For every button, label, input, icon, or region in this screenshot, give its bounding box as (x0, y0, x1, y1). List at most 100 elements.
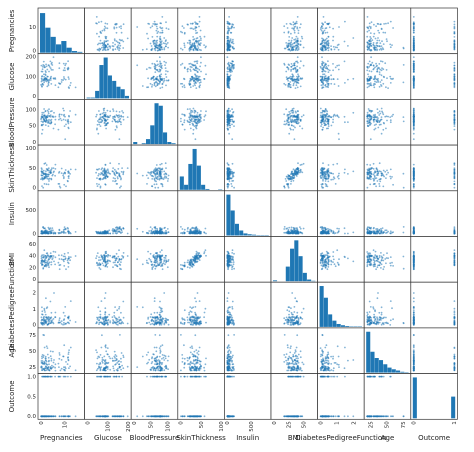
scatter-point (327, 170, 330, 173)
scatter-point (150, 45, 153, 47)
scatter-point (193, 60, 196, 63)
scatter-point (368, 113, 370, 116)
scatter-point (296, 16, 299, 18)
scatter-point (65, 123, 67, 126)
scatter-point (181, 228, 184, 230)
scatter-point (327, 82, 330, 85)
scatter-point (42, 111, 45, 114)
cell-frame (177, 236, 225, 283)
scatter-point (193, 42, 196, 45)
scatter-point (204, 227, 207, 230)
scatter-point (384, 170, 387, 173)
scatter-point (189, 65, 192, 68)
scatter-point (136, 227, 139, 230)
scatter-point (376, 78, 379, 81)
scatter-point (112, 45, 115, 48)
scatter-point (379, 178, 382, 181)
hist-bar-pregnancies-6 (71, 51, 78, 53)
scatter-point (162, 81, 165, 83)
scatter-point (97, 174, 100, 177)
scatter-point (50, 261, 53, 263)
scatter-point (58, 185, 61, 188)
scatter-point (114, 177, 116, 180)
hist-bar-glucose-2 (95, 90, 100, 99)
scatter-point (166, 180, 169, 182)
scatter-point (58, 268, 61, 271)
scatter-point (189, 123, 191, 126)
scatter-point (332, 63, 334, 65)
scatter-point (226, 185, 229, 188)
scatter-point (154, 49, 157, 52)
scatter-point (74, 231, 77, 233)
scatter-point (453, 183, 456, 185)
scatter-point (105, 40, 107, 43)
scatter-point (203, 44, 206, 46)
scatter-point (156, 35, 159, 38)
scatter-point (167, 174, 170, 177)
scatter-point (145, 174, 148, 177)
scatter-point (381, 47, 384, 49)
hist-bar-glucose-3 (99, 65, 104, 99)
cell-bloodpressure-vs-age (363, 99, 412, 146)
scatter-point (151, 268, 154, 271)
scatter-point (189, 264, 192, 266)
scatter-point (106, 109, 109, 112)
scatter-point (203, 35, 206, 38)
cell-frame (363, 7, 412, 55)
scatter-point (289, 232, 292, 234)
scatter-point (293, 64, 296, 66)
scatter-point (412, 167, 415, 170)
scatter-point (337, 68, 340, 71)
scatter-point (141, 48, 144, 51)
scatter-point (149, 82, 152, 85)
hist-bar-bloodpressure-7 (163, 132, 168, 145)
scatter-point (163, 47, 166, 49)
scatter-point (153, 84, 156, 87)
scatter-point (320, 125, 322, 127)
scatter-point (283, 82, 286, 85)
scatter-point (122, 170, 125, 173)
scatter-point (66, 179, 69, 182)
cell-frame (224, 7, 272, 55)
scatter-point (232, 42, 235, 45)
scatter-point (366, 79, 369, 81)
scatter-point (333, 48, 336, 51)
scatter-point (227, 164, 230, 166)
scatter-point (299, 85, 302, 88)
scatter-point (412, 86, 415, 89)
scatter-point (58, 254, 60, 257)
scatter-point (412, 123, 415, 126)
scatter-point (412, 127, 415, 130)
scatter-point (165, 177, 167, 179)
scatter-point (292, 68, 295, 71)
scatter-point (324, 116, 327, 119)
scatter-point (141, 230, 144, 233)
scatter-point (166, 228, 169, 230)
scatter-point (289, 22, 292, 25)
scatter-point (64, 138, 67, 141)
scatter-point (297, 79, 300, 81)
scatter-point (232, 173, 234, 176)
scatter-point (323, 110, 326, 112)
scatter-point (163, 170, 166, 173)
scatter-point (366, 16, 369, 18)
scatter-point (52, 255, 55, 257)
cell-frame (37, 99, 85, 146)
scatter-point (370, 117, 373, 120)
scatter-point (74, 113, 77, 116)
cell-frame (363, 190, 412, 237)
scatter-point (104, 260, 107, 263)
scatter-point (299, 226, 301, 229)
scatter-point (299, 231, 302, 234)
scatter-point (333, 83, 336, 85)
scatter-point (320, 121, 322, 124)
scatter-point (370, 173, 373, 175)
scatter-point (165, 79, 168, 82)
cell-frame (224, 99, 272, 146)
scatter-point (412, 112, 415, 115)
scatter-point (412, 230, 415, 233)
scatter-point (148, 66, 151, 69)
scatter-point (99, 113, 102, 116)
scatter-point (290, 63, 293, 65)
scatter-point (59, 264, 62, 266)
